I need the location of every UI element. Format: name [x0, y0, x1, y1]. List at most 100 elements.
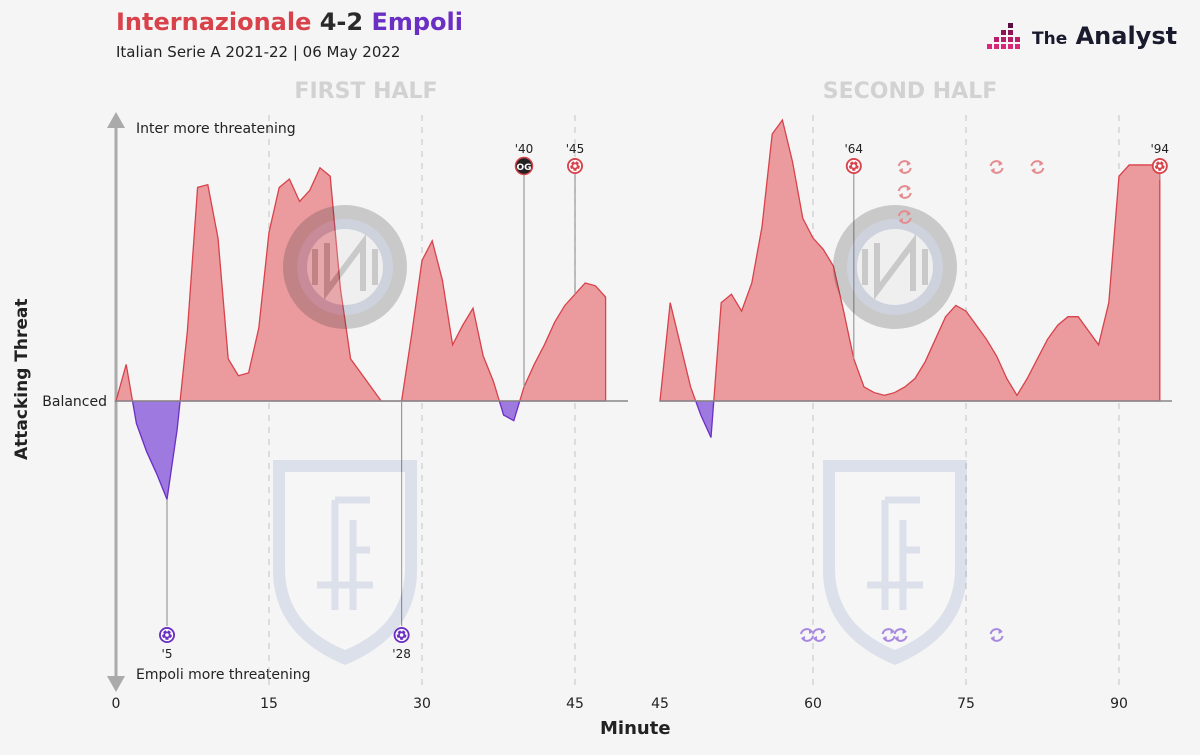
goal-minute-label: '28 [392, 647, 411, 661]
crest-letters [862, 234, 928, 300]
sub-arrow-top [821, 629, 825, 634]
sub-arrow-bottom [1031, 168, 1036, 173]
sub-arrow-bottom [882, 636, 887, 641]
brand-logo: The Analyst [985, 18, 1180, 58]
sub-arrow-top [906, 161, 911, 166]
og-label: OG [516, 163, 531, 173]
away-crest-watermark [273, 460, 417, 665]
y-axis-label: Attacking Threat [12, 298, 32, 461]
crest-inner [297, 219, 393, 315]
home-crest-watermark [283, 205, 407, 329]
away-team-name: Empoli [371, 8, 463, 36]
sub-arrow-bottom [990, 168, 995, 173]
y-axis-arrow-down-icon [107, 676, 125, 692]
away-sub-icon [800, 628, 814, 642]
home-sub-icon [897, 160, 912, 174]
home-crest-watermark [833, 205, 957, 329]
crest-core [857, 229, 933, 305]
ball-patch [170, 632, 173, 635]
crest-outer [833, 205, 957, 329]
sub-arrow-top [906, 186, 911, 191]
ball-patch [573, 160, 577, 163]
panel-title: SECOND HALF [823, 79, 998, 104]
home-threat-area [115, 166, 607, 401]
crest-outer [283, 205, 407, 329]
home-goal-ball-icon [1151, 158, 1168, 174]
away-sub-icon [881, 628, 896, 642]
brand-prefix: The [1032, 29, 1068, 49]
og-badge [514, 156, 534, 176]
sub-arrow-top [1039, 161, 1044, 166]
ball-patch [849, 168, 853, 171]
goal-minute-label: '45 [566, 142, 585, 156]
ball-patch [569, 163, 572, 166]
sub-arrow-bottom [894, 636, 899, 641]
sub-arrow-top [906, 211, 911, 216]
x-axis-label: Minute [600, 718, 671, 739]
ball-patch [571, 168, 574, 171]
home-sub-icon [1030, 160, 1045, 174]
ball-patch [848, 163, 851, 166]
goal-minute-label: '5 [162, 647, 173, 661]
sub-arrow-top [890, 629, 895, 634]
ball-patch [1155, 168, 1159, 171]
away-sub-icon [893, 628, 908, 642]
goal-minute-label: '40 [515, 142, 534, 156]
sub-arrow-top [809, 629, 813, 634]
x-tick-label: 45 [651, 696, 669, 712]
home-goal-ball-icon [845, 158, 862, 174]
crest-shield [823, 460, 967, 665]
home-sub-icon [897, 210, 912, 224]
crest-core [307, 229, 383, 305]
home-sub-icon [897, 185, 912, 199]
ball-patch [578, 163, 581, 166]
annotation-balanced: Balanced [42, 394, 107, 410]
sub-arrow-bottom [990, 636, 995, 641]
ball-center [165, 633, 169, 637]
annotation-bottom: Empoli more threatening [136, 667, 311, 683]
ball-patch [165, 629, 169, 632]
crest-letters [312, 234, 378, 300]
ball-patch [396, 632, 399, 635]
ball-center [852, 164, 856, 168]
away-threat-area [659, 401, 1161, 438]
ball-center [399, 633, 404, 637]
x-tick-label: 15 [260, 696, 278, 712]
ball-patch [404, 632, 408, 635]
ball-patch [1161, 168, 1164, 171]
x-tick-label: 75 [957, 696, 975, 712]
sub-arrow-bottom [801, 636, 805, 641]
ball-patch [400, 629, 403, 632]
away-sub-icon [812, 628, 826, 642]
x-tick-label: 60 [804, 696, 822, 712]
chart-subtitle: Italian Serie A 2021-22 | 06 May 2022 [116, 43, 401, 61]
home-sub-icon [989, 160, 1004, 174]
match-score: 4-2 [319, 8, 364, 36]
chart-title: Internazionale 4-2 Empoli [116, 8, 463, 36]
ball-patch [1154, 163, 1157, 166]
own-goal-icon: OG [514, 156, 534, 176]
ball-patch [163, 637, 166, 640]
home-threat-area [659, 118, 1161, 401]
sub-arrow-bottom [898, 193, 903, 198]
away-threat-area [115, 401, 607, 502]
ball-patch [852, 160, 855, 163]
panel-second-half: SECOND HALF 45 60 75 90 '64 '94 [651, 79, 1172, 712]
panel-first-half: FIRST HALF 0 15 30 45 '40 OG '45 '5 '28 [112, 79, 628, 712]
sub-arrow-top [902, 629, 907, 634]
x-tick-label: 45 [566, 696, 584, 712]
sub-arrow-top [998, 629, 1003, 634]
goal-minute-label: '94 [1151, 142, 1170, 156]
sub-arrow-top [998, 161, 1003, 166]
ball-patch [403, 637, 406, 640]
ball-patch [1163, 163, 1166, 166]
goal-minute-label: '64 [845, 142, 864, 156]
annotation-top: Inter more threatening [136, 121, 296, 137]
crest-inner [835, 472, 955, 650]
home-goal-ball-icon [567, 158, 583, 174]
sub-arrow-bottom [898, 218, 903, 223]
crest-letters [867, 496, 923, 610]
x-tick-label: 90 [1110, 696, 1128, 712]
ball-center [573, 164, 577, 168]
